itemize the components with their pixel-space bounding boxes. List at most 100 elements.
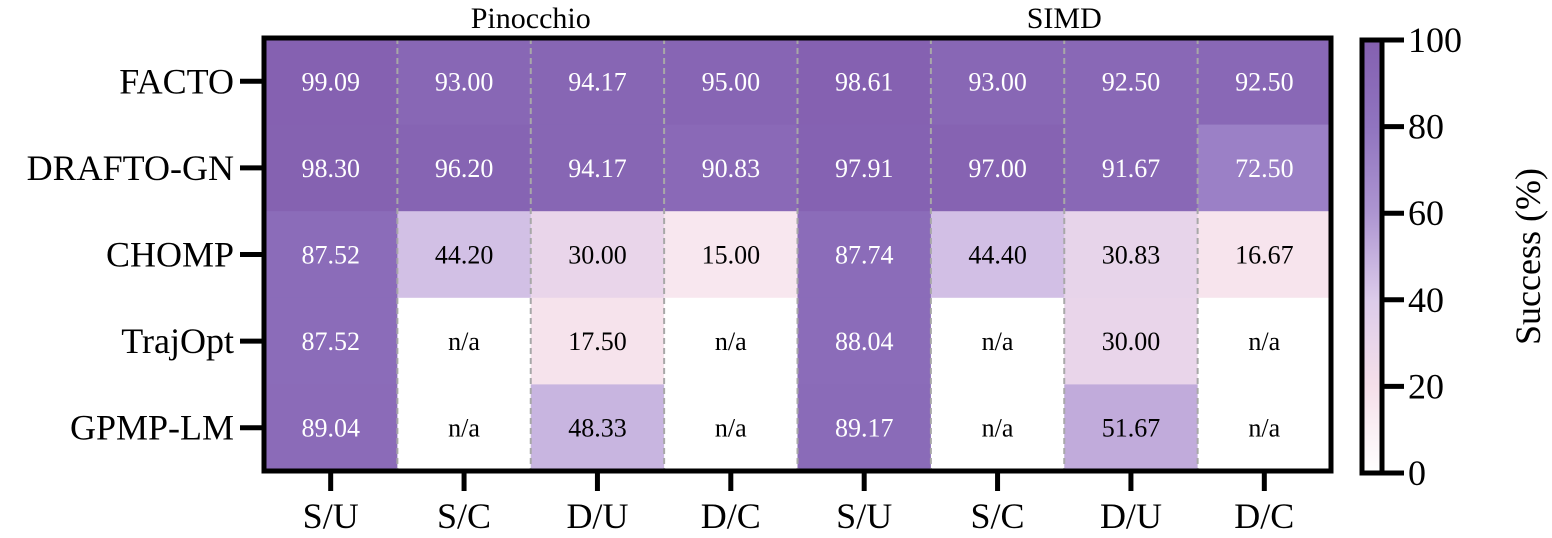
column-label: D/U [1100,496,1162,536]
cell-value-label: 16.67 [1235,241,1294,270]
heatmap-cell [264,211,398,299]
group-labels: Pinocchio SIMD [471,2,1102,35]
colorbar-tick-label: 20 [1408,366,1444,406]
cell-value-label: 93.00 [968,67,1027,96]
cell-value-label: 44.40 [968,241,1027,270]
heatmap-cell [930,384,1065,472]
cell-value-label: n/a [1248,327,1280,356]
heatmap-cell [264,384,398,472]
cell-value-label: 98.30 [301,154,360,183]
heatmap-cell [930,124,1065,212]
cell-value-labels: 99.09 93.00 94.17 95.00 98.61 93.00 92.50 92.50… [301,67,1293,442]
cell-value-label: n/a [448,327,480,356]
heatmap-cell [1064,211,1199,299]
colorbar: 0 20 40 60 80 100 Success (%) [1359,20,1548,493]
cell-value-label: 30.00 [1102,327,1161,356]
cell-value-label: n/a [715,327,747,356]
cell-value-label: 94.17 [568,67,627,96]
column-separators [396,38,1199,471]
cell-value-label: 92.50 [1102,67,1161,96]
cell-value-label: 30.83 [1102,241,1161,270]
cell-value-label: n/a [982,414,1014,443]
heatmap-cell [930,211,1065,299]
colorbar-tick-label: 0 [1408,453,1426,493]
cell-value-label: 97.91 [835,154,894,183]
group-label: Pinocchio [471,2,591,35]
heatmap-cell [397,124,532,212]
heatmap-cell [664,124,799,212]
cell-value-label: 72.50 [1235,154,1294,183]
cell-value-label: 89.17 [835,414,894,443]
column-label: D/C [1234,496,1294,536]
cell-value-label: 87.52 [301,327,360,356]
cell-value-label: 17.50 [568,327,627,356]
column-label: S/C [971,496,1025,536]
heatmap-cell [530,384,665,472]
colorbar-tick-label: 60 [1408,193,1444,233]
cell-value-label: 96.20 [435,154,494,183]
cell-value-label: 15.00 [702,241,761,270]
row-label: FACTO [119,61,234,101]
heatmap-cell [1064,124,1199,212]
heatmap-cell [664,297,799,385]
cell-value-label: 94.17 [568,154,627,183]
heatmap-cell [1064,297,1199,385]
heatmap-cell [1197,38,1332,126]
heatmap-cell [397,297,532,385]
heatmap-cell [530,124,665,212]
heatmap-cell [264,38,398,126]
heatmap-cell [1197,384,1332,472]
heatmap-cell [1197,211,1332,299]
heatmap-cell [797,211,932,299]
cell-value-label: 87.74 [835,241,894,270]
cell-value-label: n/a [1248,414,1280,443]
heatmap-cell [397,38,532,126]
heatmap-cell [397,211,532,299]
cell-value-label: n/a [715,414,747,443]
heatmap-cell [530,38,665,126]
colorbar-label: Success (%) [1508,168,1548,345]
row-label: CHOMP [106,235,234,275]
colorbar-tick-label: 40 [1408,280,1444,320]
column-label: S/U [836,496,892,536]
cell-value-label: n/a [448,414,480,443]
group-label: SIMD [1027,2,1102,35]
cell-value-label: 99.09 [301,67,360,96]
heatmap-cell [397,384,532,472]
row-labels: FACTO DRAFTO-GN CHOMP TrajOpt GPMP-LM [27,61,264,448]
colorbar-gradient [1359,37,1385,476]
cell-value-label: n/a [982,327,1014,356]
cell-value-label: 90.83 [702,154,761,183]
cell-value-label: 95.00 [702,67,761,96]
row-label: GPMP-LM [70,408,234,448]
column-label: S/C [437,496,491,536]
heatmap-cell [530,297,665,385]
column-label: D/C [701,496,761,536]
cell-value-label: 92.50 [1235,67,1294,96]
column-label: S/U [303,496,359,536]
cell-value-label: 89.04 [301,414,360,443]
cell-value-label: 91.67 [1102,154,1161,183]
row-label: TrajOpt [121,321,234,361]
heatmap-cell [1064,384,1199,472]
heatmap-cell [664,211,799,299]
heatmap-cell [264,297,398,385]
column-label: D/U [566,496,628,536]
colorbar-tick-label: 80 [1408,107,1444,147]
heatmap-cell [530,211,665,299]
heatmap-cell [797,38,932,126]
cell-value-label: 30.00 [568,241,627,270]
heatmap-cell [264,124,398,212]
heatmap-cell [797,384,932,472]
cell-value-label: 44.20 [435,241,494,270]
cell-value-label: 51.67 [1102,414,1161,443]
heatmap-cell [930,297,1065,385]
cell-value-label: 93.00 [435,67,494,96]
heatmap-cell [1197,124,1332,212]
heatmap-cell [664,384,799,472]
cell-value-label: 97.00 [968,154,1027,183]
column-labels: S/U S/C D/U D/C S/U S/C D/U D/C [303,471,1294,536]
heatmap-cell [664,38,799,126]
heatmap-cell [797,297,932,385]
